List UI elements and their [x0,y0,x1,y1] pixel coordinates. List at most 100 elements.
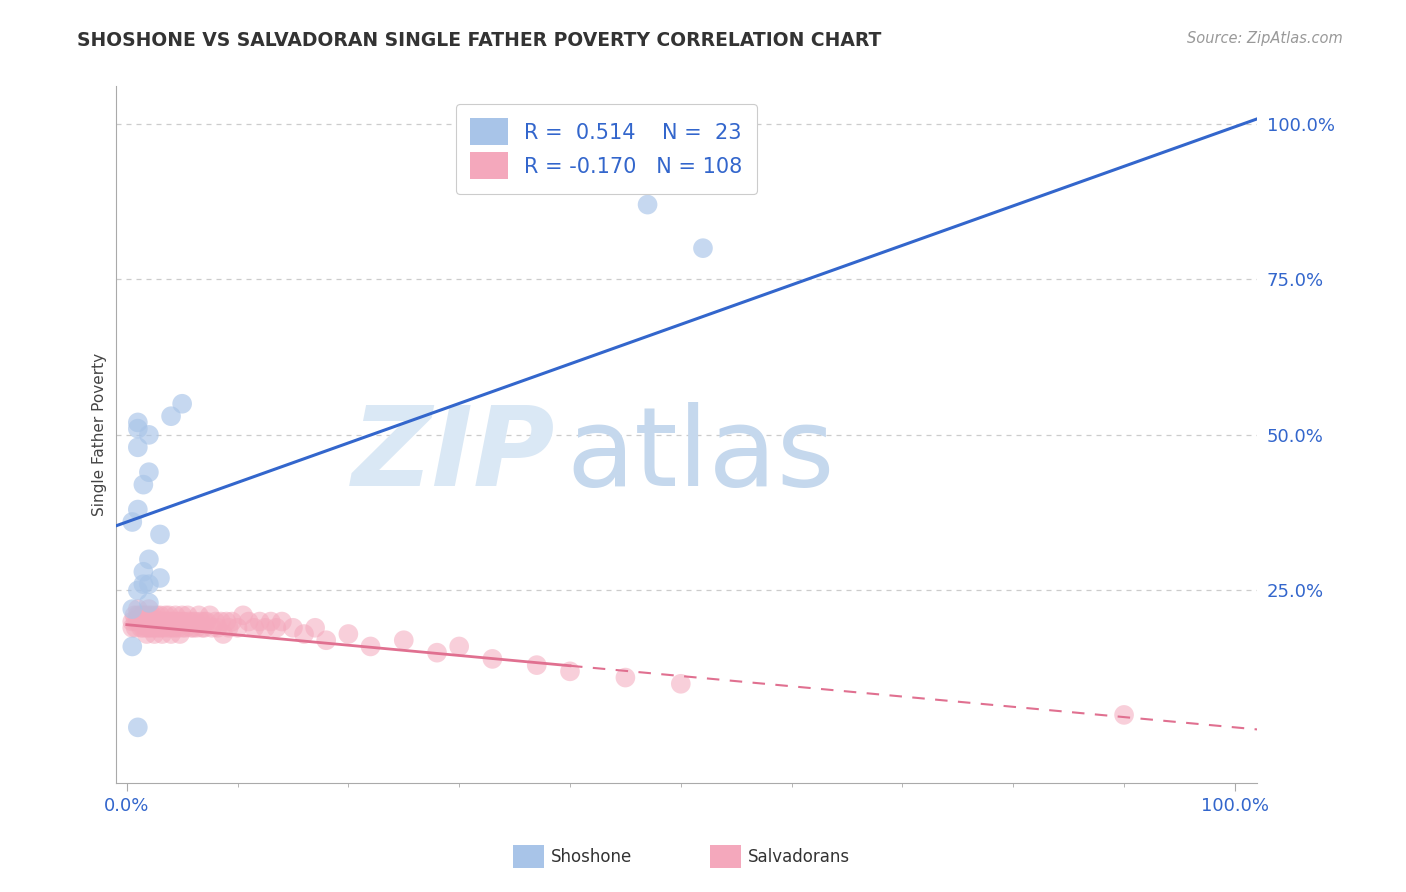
Text: ZIP: ZIP [352,402,555,509]
Point [190,615,212,629]
Point [207,621,229,635]
Legend: R =  0.514    N =  23, R = -0.170   N = 108: R = 0.514 N = 23, R = -0.170 N = 108 [456,103,758,194]
Point [155,608,177,623]
Point [637,197,659,211]
Point [173,615,195,629]
Point [163,621,186,635]
Point [138,552,160,566]
Point [138,596,160,610]
Point [215,615,238,629]
Point [337,627,360,641]
Point [209,615,232,629]
Point [121,515,143,529]
Point [129,621,152,635]
Point [135,608,157,623]
Point [181,621,204,635]
Point [249,615,271,629]
Point [526,658,548,673]
Point [614,671,637,685]
Point [132,615,155,629]
Point [143,627,166,641]
Point [172,608,194,623]
Point [315,633,337,648]
Point [238,615,260,629]
Point [127,416,149,430]
Point [186,621,208,635]
Point [157,608,180,623]
Point [129,608,152,623]
Point [166,615,188,629]
Point [150,627,173,641]
Point [156,615,179,629]
Point [138,577,160,591]
Point [360,640,382,654]
Point [127,440,149,454]
Point [124,615,146,629]
Point [169,627,191,641]
Point [146,621,169,635]
Point [149,571,172,585]
Point [138,608,160,623]
Point [160,627,183,641]
Point [266,621,288,635]
Point [146,615,169,629]
Point [187,608,209,623]
Point [218,621,240,635]
Point [127,608,149,623]
Point [138,465,160,479]
Point [260,615,283,629]
Point [138,602,160,616]
Point [150,615,173,629]
Point [135,615,157,629]
Text: Salvadorans: Salvadorans [748,848,851,866]
Point [481,652,503,666]
Point [132,565,155,579]
Point [127,422,149,436]
Point [160,409,183,424]
Text: SHOSHONE VS SALVADORAN SINGLE FATHER POVERTY CORRELATION CHART: SHOSHONE VS SALVADORAN SINGLE FATHER POV… [77,31,882,50]
Point [392,633,415,648]
Point [162,615,184,629]
Point [134,615,156,629]
Point [221,615,243,629]
Point [121,602,143,616]
Point [166,621,188,635]
Point [135,621,157,635]
Point [139,621,162,635]
Point [191,621,214,635]
Point [121,640,143,654]
Point [136,615,159,629]
Point [149,608,172,623]
Point [226,621,249,635]
Point [143,615,166,629]
Point [127,583,149,598]
Point [156,621,179,635]
Point [132,477,155,491]
Point [176,608,198,623]
Point [181,615,204,629]
Point [426,646,449,660]
Point [160,615,183,629]
Text: Source: ZipAtlas.com: Source: ZipAtlas.com [1187,31,1343,46]
Point [165,608,187,623]
Point [143,621,166,635]
Point [212,627,235,641]
Point [132,608,155,623]
Point [135,627,157,641]
Point [167,615,190,629]
Point [132,621,155,635]
Point [127,615,149,629]
Point [138,621,160,635]
Point [177,615,200,629]
Point [270,615,292,629]
Point [1112,707,1135,722]
Point [184,615,207,629]
Point [243,621,266,635]
Point [138,615,160,629]
Point [292,627,315,641]
Point [124,608,146,623]
Point [141,608,163,623]
Point [127,502,149,516]
Point [139,615,162,629]
Point [172,397,194,411]
